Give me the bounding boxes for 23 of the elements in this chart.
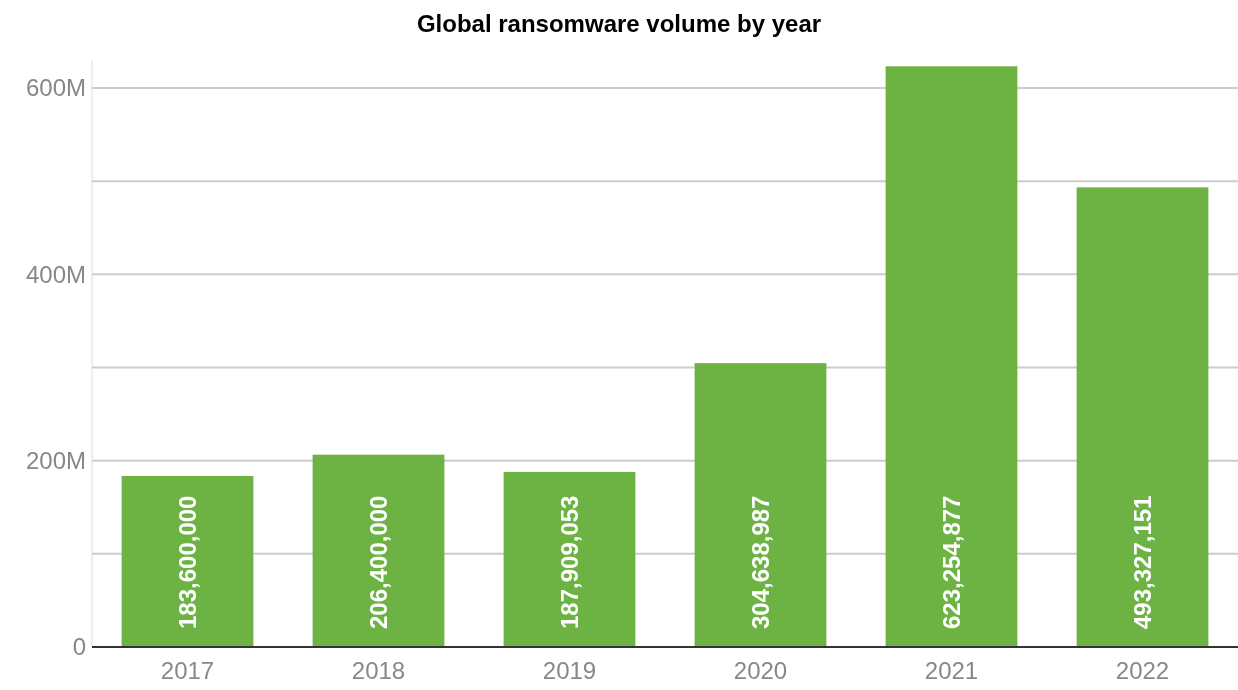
x-tick-label: 2018 <box>351 657 406 684</box>
data-label: 623,254,877 <box>937 495 965 629</box>
y-tick-label: 0 <box>72 633 86 661</box>
data-label: 187,909,053 <box>555 495 583 629</box>
data-label: 304,638,987 <box>746 495 774 629</box>
x-tick-label: 2022 <box>1115 657 1170 684</box>
data-label: 206,400,000 <box>364 495 392 629</box>
bar <box>1076 187 1209 647</box>
y-tick-label: 400M <box>25 260 86 288</box>
bar <box>885 66 1018 647</box>
y-tick-label: 600M <box>25 74 86 102</box>
data-label: 183,600,000 <box>173 495 201 629</box>
x-tick-label: 2021 <box>924 657 979 684</box>
bar <box>503 471 636 647</box>
x-tick-label: 2019 <box>542 657 597 684</box>
x-tick-label: 2020 <box>733 657 788 684</box>
bar <box>312 454 445 647</box>
bar <box>121 475 254 647</box>
y-tick-label: 200M <box>25 447 86 475</box>
data-label: 493,327,151 <box>1128 495 1156 629</box>
x-tick-label: 2017 <box>160 657 215 684</box>
chart-title: Global ransomware volume by year <box>416 10 822 37</box>
bar <box>694 363 827 647</box>
